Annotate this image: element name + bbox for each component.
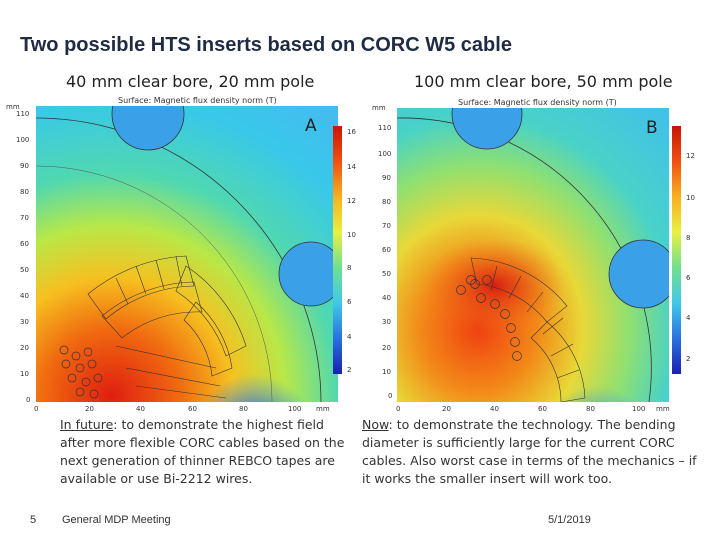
left-y-tick: 30 bbox=[20, 318, 29, 326]
left-y-tick: 80 bbox=[20, 188, 29, 196]
right-plot-letter: B bbox=[646, 118, 658, 138]
left-x-tick: 40 bbox=[136, 405, 145, 413]
left-y-tick: 90 bbox=[20, 162, 29, 170]
left-plot-label: Surface: Magnetic flux density norm (T) bbox=[118, 96, 277, 105]
left-colorbar-tick: 16 bbox=[347, 128, 356, 136]
left-y-tick: 70 bbox=[20, 214, 29, 222]
right-x-tick: 60 bbox=[538, 405, 547, 413]
right-x-tick: 40 bbox=[490, 405, 499, 413]
left-y-tick: 60 bbox=[20, 240, 29, 248]
right-x-tick: 100 bbox=[632, 405, 646, 413]
left-y-tick: 50 bbox=[20, 266, 29, 274]
right-plot-label: Surface: Magnetic flux density norm (T) bbox=[458, 98, 617, 107]
left-y-tick: 110 bbox=[16, 110, 30, 118]
left-y-tick: 100 bbox=[16, 136, 30, 144]
left-x-tick: 80 bbox=[239, 405, 248, 413]
right-y-tick: 50 bbox=[382, 270, 391, 278]
footer-date: 5/1/2019 bbox=[548, 514, 591, 526]
slide-title: Two possible HTS inserts based on CORC W… bbox=[20, 34, 512, 56]
right-colorbar-tick: 10 bbox=[686, 194, 695, 202]
right-y-tick: 80 bbox=[382, 198, 391, 206]
left-colorbar-tick: 6 bbox=[347, 298, 352, 306]
right-colorbar-tick: 8 bbox=[686, 234, 691, 242]
right-y-tick: 10 bbox=[382, 368, 391, 376]
left-caption-lead: In future bbox=[60, 417, 114, 432]
right-y-tick: 110 bbox=[378, 124, 392, 132]
page-number: 5 bbox=[30, 514, 37, 526]
left-colorbar bbox=[333, 126, 342, 374]
right-x-tick: 0 bbox=[396, 405, 401, 413]
right-y-tick: 70 bbox=[382, 222, 391, 230]
left-caption-text: : to demonstrate the highest field after… bbox=[60, 417, 345, 486]
left-x-tick: 60 bbox=[188, 405, 197, 413]
right-caption: Now: to demonstrate the technology. The … bbox=[362, 416, 700, 488]
right-y-tick: 0 bbox=[388, 392, 393, 400]
right-subtitle: 100 mm clear bore, 50 mm pole bbox=[414, 72, 673, 91]
left-colorbar-tick: 2 bbox=[347, 366, 352, 374]
right-colorbar-tick: 12 bbox=[686, 152, 695, 160]
left-colorbar-tick: 8 bbox=[347, 264, 352, 272]
right-colorbar-tick: 6 bbox=[686, 274, 691, 282]
left-plot-letter: A bbox=[305, 116, 317, 136]
right-y-tick: 30 bbox=[382, 318, 391, 326]
left-y-tick: 10 bbox=[20, 370, 29, 378]
right-y-tick: 60 bbox=[382, 246, 391, 254]
right-colorbar-tick: 4 bbox=[686, 314, 691, 322]
left-x-tick: 0 bbox=[34, 405, 39, 413]
right-caption-text: : to demonstrate the technology. The ben… bbox=[362, 417, 697, 486]
right-colorbar-tick: 2 bbox=[686, 355, 691, 363]
right-field-map bbox=[397, 108, 669, 402]
right-x-tick: 80 bbox=[586, 405, 595, 413]
left-y-tick: 40 bbox=[20, 292, 29, 300]
left-field-map bbox=[36, 106, 338, 402]
right-colorbar bbox=[672, 126, 681, 374]
right-y-tick: 20 bbox=[382, 344, 391, 352]
right-y-tick: 40 bbox=[382, 294, 391, 302]
footer-meeting: General MDP Meeting bbox=[62, 514, 171, 526]
right-y-tick: 100 bbox=[378, 150, 392, 158]
left-y-unit: mm bbox=[6, 103, 20, 111]
left-subtitle: 40 mm clear bore, 20 mm pole bbox=[66, 72, 315, 91]
left-colorbar-tick: 12 bbox=[347, 197, 356, 205]
left-x-unit: mm bbox=[316, 405, 330, 413]
left-x-tick: 20 bbox=[85, 405, 94, 413]
right-y-unit: mm bbox=[372, 104, 386, 112]
left-caption: In future: to demonstrate the highest fi… bbox=[60, 416, 350, 488]
right-caption-lead: Now bbox=[362, 417, 389, 432]
right-y-tick: 90 bbox=[382, 174, 391, 182]
left-colorbar-tick: 14 bbox=[347, 163, 356, 171]
right-x-unit: mm bbox=[656, 405, 670, 413]
left-y-tick: 20 bbox=[20, 344, 29, 352]
left-colorbar-tick: 4 bbox=[347, 333, 352, 341]
left-x-tick: 100 bbox=[288, 405, 302, 413]
left-y-tick: 0 bbox=[26, 396, 31, 404]
left-colorbar-tick: 10 bbox=[347, 231, 356, 239]
right-x-tick: 20 bbox=[442, 405, 451, 413]
